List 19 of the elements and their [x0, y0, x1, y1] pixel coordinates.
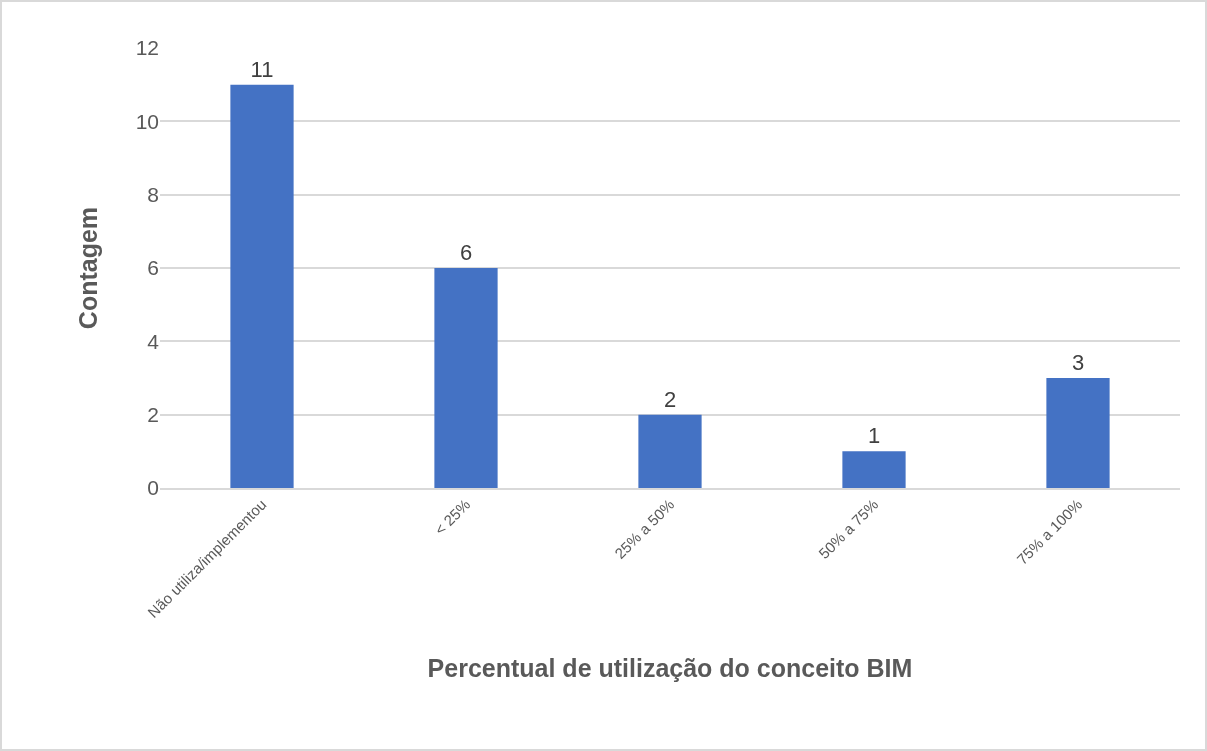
data-label: 2	[663, 386, 677, 412]
data-label: 6	[459, 240, 473, 265]
bar	[1046, 378, 1110, 488]
data-label: 1	[867, 423, 881, 449]
y-axis-title: Contagem	[74, 206, 103, 330]
y-tick-label: 2	[147, 403, 159, 427]
y-tick-label: 0	[147, 476, 159, 500]
data-label: 3	[1071, 350, 1085, 375]
y-tick-label: 12	[135, 36, 159, 60]
y-tick-label: 10	[135, 109, 159, 133]
x-axis-title: Percentual de utilização do conceito BIM	[427, 654, 913, 683]
y-tick-label: 4	[147, 329, 160, 353]
data-label: 11	[250, 56, 274, 82]
y-tick-label: 6	[147, 256, 159, 280]
bar	[230, 84, 294, 488]
y-tick-label: 8	[147, 183, 159, 207]
bar	[842, 451, 906, 488]
bar	[638, 414, 702, 488]
bar	[434, 268, 498, 488]
